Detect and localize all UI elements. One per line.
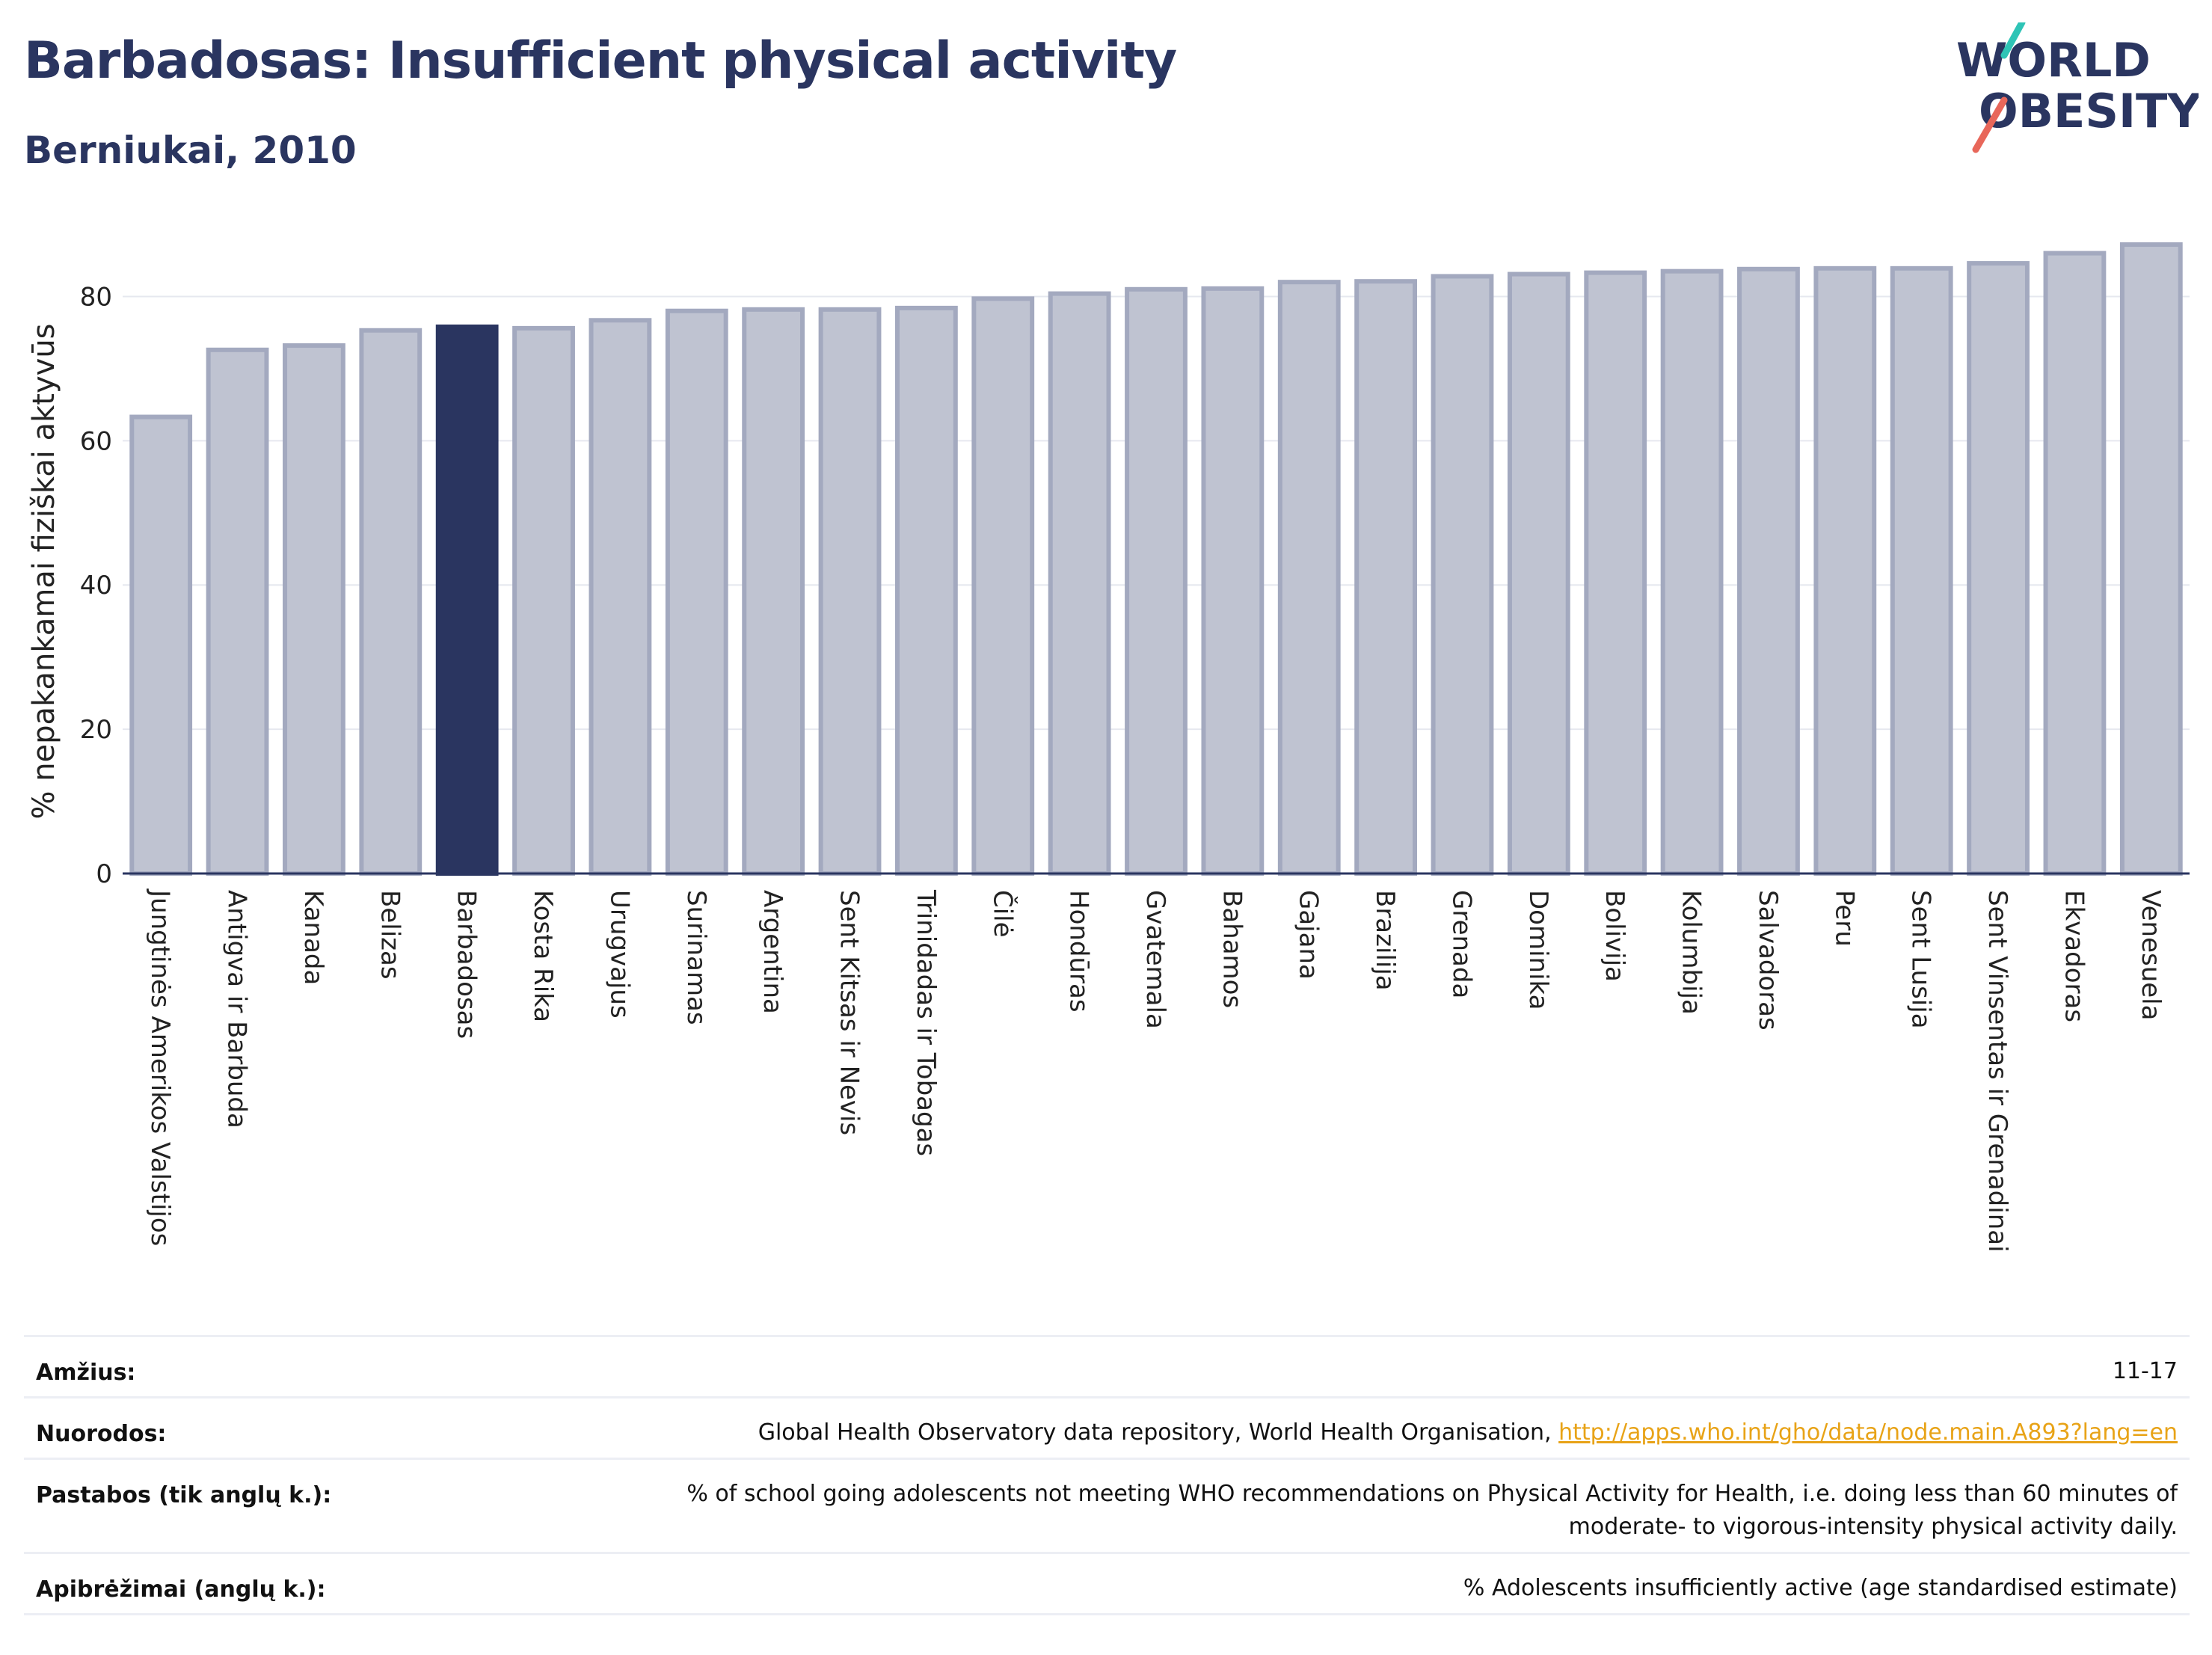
meta-row-references: Nuorodos: Global Health Observatory data… bbox=[24, 1396, 2190, 1460]
x-tick-label: Surinamas bbox=[681, 890, 711, 1025]
y-tick-label: 0 bbox=[96, 859, 112, 889]
x-tick-label: Kanada bbox=[298, 890, 328, 985]
x-tick-label: Bahamos bbox=[1217, 890, 1247, 1008]
meta-row-notes: Pastabos (tik anglų k.): % of school goi… bbox=[24, 1458, 2190, 1554]
meta-bottom-border bbox=[24, 1613, 2190, 1615]
x-tick-label: Jungtinės Amerikos Valstijos bbox=[145, 888, 175, 1246]
x-tick-label: Gajana bbox=[1294, 890, 1324, 980]
x-tick-label: Peru bbox=[1829, 890, 1859, 947]
logo-slash-red bbox=[1972, 96, 2008, 153]
bar bbox=[1660, 268, 1724, 876]
logo-line2: OBESITY bbox=[1979, 84, 2199, 138]
x-tick-label: Kosta Rika bbox=[528, 890, 558, 1022]
bar bbox=[512, 325, 575, 876]
bar bbox=[1584, 270, 1647, 876]
x-tick-label: Dominika bbox=[1523, 890, 1553, 1010]
x-tick-label: Bolivija bbox=[1600, 890, 1629, 982]
bar bbox=[1201, 286, 1265, 876]
bar bbox=[1277, 280, 1341, 876]
bars bbox=[129, 242, 2183, 876]
meta-definitions-label: Apibrėžimai (anglų k.): bbox=[36, 1576, 326, 1603]
bar bbox=[1967, 261, 2030, 876]
x-tick-label: Urugvajus bbox=[604, 890, 634, 1019]
x-tick-label: Trinidadas ir Tobagas bbox=[911, 889, 941, 1156]
x-tick-label: Antigva ir Barbuda bbox=[222, 890, 252, 1129]
x-tick-label: Venesuela bbox=[2136, 890, 2166, 1020]
bar bbox=[742, 307, 805, 876]
meta-notes-line2: moderate- to vigorous-intensity physical… bbox=[1568, 1514, 2178, 1540]
meta-notes-line1: % of school going adolescents not meetin… bbox=[686, 1481, 2178, 1507]
bar bbox=[359, 328, 423, 876]
meta-age-value: 11-17 bbox=[2112, 1358, 2178, 1384]
bar bbox=[1890, 265, 1953, 876]
bar-chart: 0 20 40 60 80 Jungtinės Amerikos Valstijos Ant… bbox=[27, 242, 2190, 1253]
bar bbox=[1737, 266, 1800, 876]
bar bbox=[283, 343, 345, 876]
meta-definitions-value: % Adolescents insufficiently active (age… bbox=[1463, 1575, 2178, 1601]
meta-notes-label: Pastabos (tik anglų k.): bbox=[36, 1482, 332, 1508]
x-tick-label: Ekvadoras bbox=[2059, 890, 2089, 1022]
bar bbox=[589, 318, 652, 876]
x-tick-label: Kolumbija bbox=[1677, 890, 1706, 1015]
logo-slash-teal bbox=[2000, 22, 2026, 59]
meta-references-value: Global Health Observatory data repositor… bbox=[758, 1416, 2178, 1449]
bar bbox=[1431, 274, 1494, 876]
world-obesity-logo: WORLD OBESITY bbox=[1956, 22, 2199, 153]
y-tick-label: 80 bbox=[80, 282, 112, 312]
labels: 0 20 40 60 80 Jungtinės Amerikos Valstijos Ant… bbox=[27, 282, 2166, 1252]
x-tick-label: Sent Vinsentas ir Grenadinai bbox=[1982, 890, 2012, 1253]
bar bbox=[2043, 251, 2107, 876]
x-tick-label: Hondūras bbox=[1064, 890, 1094, 1013]
x-tick-label: Brazilija bbox=[1370, 890, 1400, 991]
chart-subtitle: Berniukai, 2010 bbox=[24, 129, 357, 172]
meta-row-age: Amžius: 11-17 bbox=[24, 1335, 2190, 1398]
bar bbox=[1125, 286, 1188, 876]
bar bbox=[1813, 265, 1877, 876]
bar bbox=[1048, 291, 1111, 876]
y-tick-label: 20 bbox=[80, 715, 112, 745]
x-tick-label: Sent Kitsas ir Nevis bbox=[835, 890, 864, 1135]
bar bbox=[206, 347, 269, 876]
chart-title: Barbadosas: Insufficient physical activi… bbox=[24, 31, 1177, 90]
bar bbox=[129, 414, 193, 876]
x-tick-label: Salvadoras bbox=[1753, 890, 1783, 1031]
meta-age-label: Amžius: bbox=[36, 1360, 136, 1386]
x-tick-label: Sent Lusija bbox=[1906, 890, 1936, 1029]
x-tick-label: Belizas bbox=[375, 890, 405, 980]
y-tick-label: 40 bbox=[80, 571, 112, 601]
bar bbox=[818, 307, 882, 876]
y-tick-label: 60 bbox=[80, 426, 112, 456]
bar-highlight bbox=[435, 324, 499, 876]
x-tick-label: Argentina bbox=[758, 890, 787, 1014]
bar bbox=[971, 296, 1035, 876]
meta-references-label: Nuorodos: bbox=[36, 1421, 167, 1447]
bar bbox=[894, 305, 958, 876]
x-tick-label: Gvatemala bbox=[1140, 890, 1170, 1029]
x-tick-label: Barbadosas bbox=[452, 890, 482, 1039]
meta-references-text: Global Health Observatory data repositor… bbox=[758, 1419, 1559, 1446]
bar bbox=[665, 308, 728, 876]
meta-row-definitions: Apibrėžimai (anglų k.): % Adolescents in… bbox=[24, 1552, 2190, 1615]
meta-references-link[interactable]: http://apps.who.int/gho/data/node.main.A… bbox=[1558, 1419, 2178, 1446]
x-tick-label: Grenada bbox=[1446, 890, 1476, 998]
bar bbox=[2119, 242, 2183, 876]
bar bbox=[1354, 279, 1418, 876]
y-axis-label: % nepakankamai fiziškai aktyvūs bbox=[27, 323, 61, 819]
x-tick-label: Čilė bbox=[987, 890, 1018, 938]
meta-notes-value: % of school going adolescents not meetin… bbox=[686, 1478, 2178, 1544]
bar bbox=[1507, 271, 1570, 876]
logo-line1: WORLD bbox=[1956, 33, 2151, 87]
